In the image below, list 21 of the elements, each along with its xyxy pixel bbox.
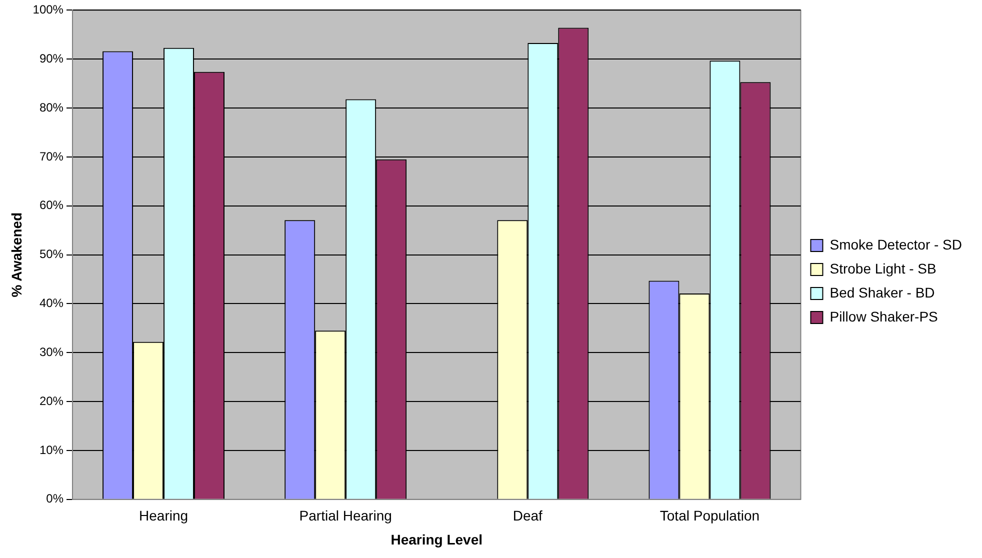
y-tick-label: 40% xyxy=(39,296,64,310)
legend-label: Smoke Detector - SD xyxy=(830,236,962,252)
x-tick-label: Total Population xyxy=(660,508,760,524)
y-axis-title: % Awakened xyxy=(8,212,24,298)
y-tick-label: 20% xyxy=(39,394,64,408)
legend-label: Bed Shaker - BD xyxy=(830,284,935,300)
y-tick-label: 70% xyxy=(39,149,64,164)
y-tick-label: 50% xyxy=(39,247,64,262)
x-tick-label: Hearing xyxy=(139,508,188,524)
y-tick-label: 10% xyxy=(39,442,64,457)
x-axis-title: Hearing Level xyxy=(390,531,483,548)
y-tick-label: 90% xyxy=(39,51,64,66)
x-tick-label: Partial Hearing xyxy=(299,508,392,524)
y-tick-label: 30% xyxy=(39,344,64,359)
legend-label: Strobe Light - SB xyxy=(830,260,936,276)
y-tick-label: 100% xyxy=(32,2,64,17)
y-tick-label: 60% xyxy=(39,198,64,212)
x-tick-label: Deaf xyxy=(512,508,543,524)
legend-label: Pillow Shaker-PS xyxy=(830,308,938,324)
y-tick-label: 80% xyxy=(39,100,64,114)
y-tick-label: 0% xyxy=(46,492,64,506)
